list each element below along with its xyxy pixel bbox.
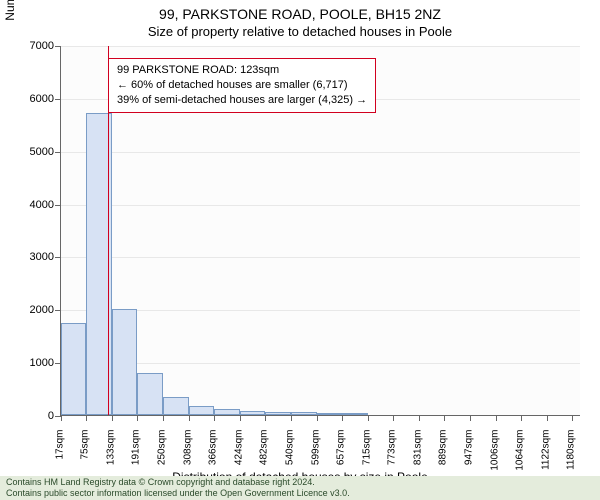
y-tick-label: 1000 [4,357,54,369]
y-tick-label: 6000 [4,93,54,105]
chart-title: 99, PARKSTONE ROAD, POOLE, BH15 2NZ [0,6,600,22]
x-tick [61,415,62,421]
y-tick [55,46,61,47]
histogram-bar [137,373,163,415]
legend-line-2: ← 60% of detached houses are smaller (6,… [117,78,367,93]
y-tick-label: 3000 [4,251,54,263]
x-tick [470,415,471,421]
histogram-bar [342,413,367,415]
histogram-bar [214,409,239,415]
x-tick [547,415,548,421]
x-tick [240,415,241,421]
x-tick [214,415,215,421]
chart-subtitle: Size of property relative to detached ho… [0,24,600,39]
x-tick [521,415,522,421]
x-tick [572,415,573,421]
legend-line-3: 39% of semi-detached houses are larger (… [117,93,367,108]
y-tick [55,152,61,153]
gridline [61,205,580,206]
x-tick [368,415,369,421]
y-tick [55,257,61,258]
x-tick [291,415,292,421]
gridline [61,46,580,47]
x-tick [86,415,87,421]
histogram-bar [291,412,317,415]
y-tick [55,310,61,311]
footer-line-1: Contains HM Land Registry data © Crown c… [6,477,594,488]
histogram-bar [265,412,290,415]
y-tick-label: 2000 [4,304,54,316]
x-tick [393,415,394,421]
legend-box: 99 PARKSTONE ROAD: 123sqm ← 60% of detac… [108,58,376,113]
legend-line-1: 99 PARKSTONE ROAD: 123sqm [117,63,367,78]
y-tick-label: 5000 [4,146,54,158]
x-tick [496,415,497,421]
gridline [61,310,580,311]
x-tick [444,415,445,421]
x-tick [112,415,113,421]
y-tick-label: 0 [4,410,54,422]
x-tick [342,415,343,421]
footer-line-2: Contains public sector information licen… [6,488,594,499]
x-tick [317,415,318,421]
gridline [61,257,580,258]
x-tick [265,415,266,421]
footer-attribution: Contains HM Land Registry data © Crown c… [0,476,600,500]
histogram-bar [61,323,86,416]
y-tick-label: 4000 [4,199,54,211]
x-tick [419,415,420,421]
y-tick-label: 7000 [4,40,54,52]
y-tick [55,205,61,206]
x-tick [137,415,138,421]
gridline [61,152,580,153]
histogram-bar [317,413,342,415]
gridline [61,363,580,364]
histogram-container: 99, PARKSTONE ROAD, POOLE, BH15 2NZ Size… [0,0,600,500]
histogram-bar [189,406,214,416]
histogram-bar [240,411,265,415]
histogram-bar [112,309,137,415]
x-tick [163,415,164,421]
x-tick [189,415,190,421]
y-tick [55,99,61,100]
histogram-bar [163,397,188,416]
